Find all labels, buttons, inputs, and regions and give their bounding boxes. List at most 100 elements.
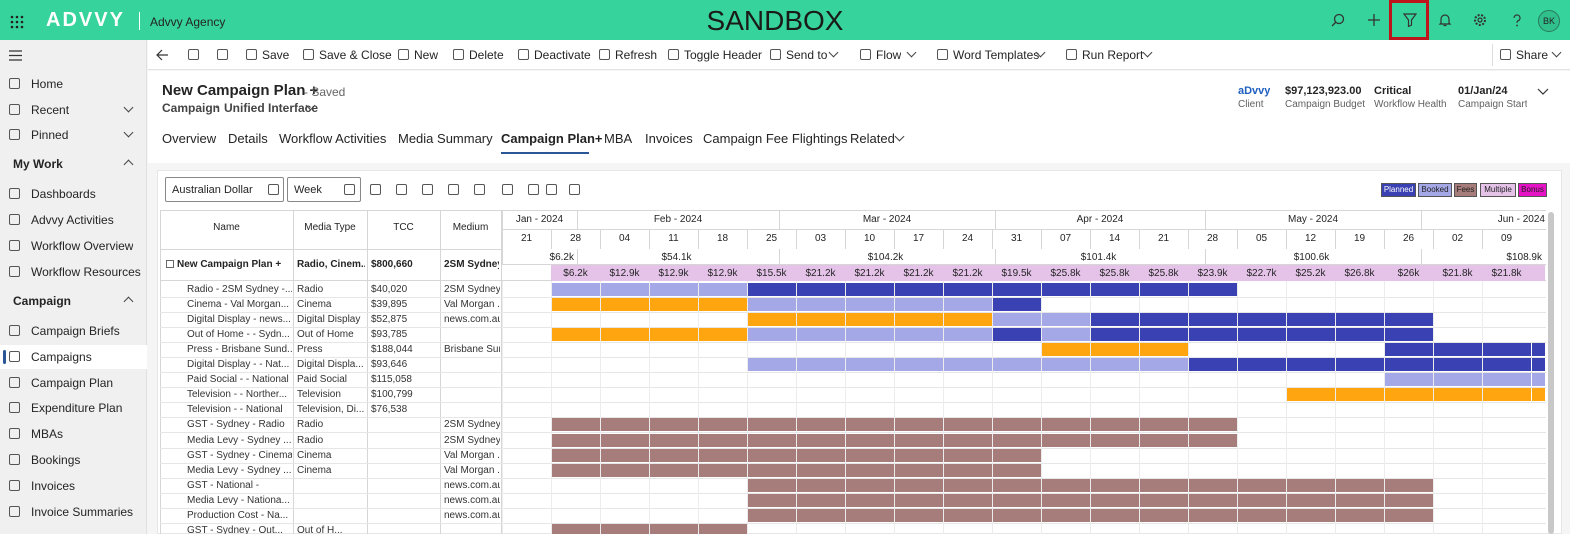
- gantt-cell[interactable]: [1238, 478, 1286, 492]
- help-icon[interactable]: [1510, 13, 1524, 27]
- gantt-cell[interactable]: [1483, 358, 1531, 371]
- gantt-cell[interactable]: [699, 297, 747, 311]
- gantt-cell[interactable]: [1336, 509, 1384, 522]
- gantt-cell[interactable]: [1385, 327, 1433, 341]
- gantt-cell[interactable]: [1140, 342, 1188, 356]
- gantt-cell[interactable]: [748, 358, 796, 371]
- gantt-cell[interactable]: [1042, 433, 1090, 447]
- gantt-cell[interactable]: [1287, 493, 1335, 507]
- gantt-cell[interactable]: [601, 463, 649, 477]
- gantt-cell[interactable]: [1091, 433, 1139, 447]
- gantt-cell[interactable]: [1532, 373, 1545, 387]
- gantt-cell[interactable]: [1140, 478, 1188, 492]
- command-button[interactable]: Word Templates: [953, 48, 1040, 62]
- column-header[interactable]: Name: [213, 222, 240, 233]
- gantt-cell[interactable]: [1091, 312, 1139, 326]
- gantt-cell[interactable]: [650, 463, 698, 477]
- gantt-cell[interactable]: [993, 282, 1041, 296]
- gantt-cell[interactable]: [748, 493, 796, 507]
- period-select[interactable]: Week: [287, 177, 361, 202]
- gantt-cell[interactable]: [1238, 327, 1286, 341]
- gantt-cell[interactable]: [1091, 358, 1139, 371]
- gantt-cell[interactable]: [699, 327, 747, 341]
- search-icon[interactable]: [1331, 13, 1345, 27]
- gantt-cell[interactable]: [846, 418, 894, 432]
- gantt-cell[interactable]: [944, 448, 992, 462]
- gantt-cell[interactable]: [993, 327, 1041, 341]
- gantt-cell[interactable]: [1091, 478, 1139, 492]
- gantt-cell[interactable]: [1091, 327, 1139, 341]
- gantt-cell[interactable]: [1434, 342, 1482, 356]
- command-button[interactable]: Deactivate: [534, 48, 591, 62]
- add-icon[interactable]: [1367, 13, 1381, 27]
- gantt-cell[interactable]: [552, 282, 600, 296]
- gantt-cell[interactable]: [650, 524, 698, 534]
- gantt-cell[interactable]: [797, 327, 845, 341]
- gantt-cell[interactable]: [797, 463, 845, 477]
- gantt-cell[interactable]: [552, 524, 600, 534]
- nav-item[interactable]: Workflow Overview: [31, 239, 134, 253]
- gantt-cell[interactable]: [1238, 509, 1286, 522]
- gantt-cell[interactable]: [1336, 358, 1384, 371]
- gantt-cell[interactable]: [797, 478, 845, 492]
- user-avatar[interactable]: BK: [1538, 10, 1560, 32]
- gantt-cell[interactable]: [552, 433, 600, 447]
- settings-icon[interactable]: [1473, 13, 1487, 27]
- gantt-cell[interactable]: [1483, 342, 1531, 356]
- gantt-cell[interactable]: [846, 358, 894, 371]
- gantt-cell[interactable]: [650, 297, 698, 311]
- gantt-cell[interactable]: [944, 418, 992, 432]
- nav-item[interactable]: Advvy Activities: [31, 213, 114, 227]
- gantt-cell[interactable]: [1532, 342, 1545, 356]
- gantt-cell[interactable]: [699, 282, 747, 296]
- gantt-cell[interactable]: [1385, 312, 1433, 326]
- gantt-cell[interactable]: [699, 433, 747, 447]
- tab[interactable]: Invoices: [645, 131, 693, 146]
- gantt-cell[interactable]: [993, 358, 1041, 371]
- gantt-cell[interactable]: [1189, 312, 1237, 326]
- gantt-cell[interactable]: [1189, 327, 1237, 341]
- gantt-cell[interactable]: [1042, 358, 1090, 371]
- gantt-cell[interactable]: [993, 493, 1041, 507]
- gantt-cell[interactable]: [748, 327, 796, 341]
- command-button[interactable]: Toggle Header: [684, 48, 763, 62]
- gantt-cell[interactable]: [1189, 493, 1237, 507]
- gantt-cell[interactable]: [1483, 388, 1531, 402]
- nav-item[interactable]: Bookings: [31, 453, 81, 467]
- gantt-cell[interactable]: [601, 448, 649, 462]
- nav-item[interactable]: Campaigns: [31, 349, 92, 364]
- gantt-cell[interactable]: [1091, 282, 1139, 296]
- gantt-cell[interactable]: [1042, 478, 1090, 492]
- gantt-cell[interactable]: [699, 418, 747, 432]
- command-button[interactable]: Save & Close: [319, 48, 392, 62]
- command-button[interactable]: Refresh: [615, 48, 658, 62]
- column-header[interactable]: Medium: [452, 222, 489, 233]
- gantt-cell[interactable]: [895, 509, 943, 522]
- gantt-cell[interactable]: [748, 312, 796, 326]
- gantt-cell[interactable]: [1091, 342, 1139, 356]
- gantt-cell[interactable]: [895, 418, 943, 432]
- gantt-cell[interactable]: [1042, 509, 1090, 522]
- gantt-cell[interactable]: [895, 358, 943, 371]
- gantt-cell[interactable]: [552, 463, 600, 477]
- gantt-cell[interactable]: [601, 524, 649, 534]
- currency-select[interactable]: Australian Dollar: [165, 177, 284, 202]
- gantt-cell[interactable]: [552, 297, 600, 311]
- gantt-cell[interactable]: [699, 448, 747, 462]
- gantt-cell[interactable]: [1189, 509, 1237, 522]
- notification-icon[interactable]: [1438, 13, 1452, 27]
- nav-item[interactable]: Dashboards: [31, 187, 96, 201]
- gantt-cell[interactable]: [1189, 418, 1237, 432]
- nav-item[interactable]: Home: [31, 77, 64, 91]
- gantt-cell[interactable]: [895, 282, 943, 296]
- gantt-cell[interactable]: [699, 463, 747, 477]
- gantt-cell[interactable]: [846, 312, 894, 326]
- gantt-cell[interactable]: [1336, 478, 1384, 492]
- gantt-cell[interactable]: [797, 358, 845, 371]
- gantt-cell[interactable]: [944, 297, 992, 311]
- gantt-cell[interactable]: [944, 282, 992, 296]
- nav-item[interactable]: Invoices: [31, 478, 76, 493]
- gantt-cell[interactable]: [944, 358, 992, 371]
- gantt-cell[interactable]: [1336, 493, 1384, 507]
- gantt-cell[interactable]: [846, 282, 894, 296]
